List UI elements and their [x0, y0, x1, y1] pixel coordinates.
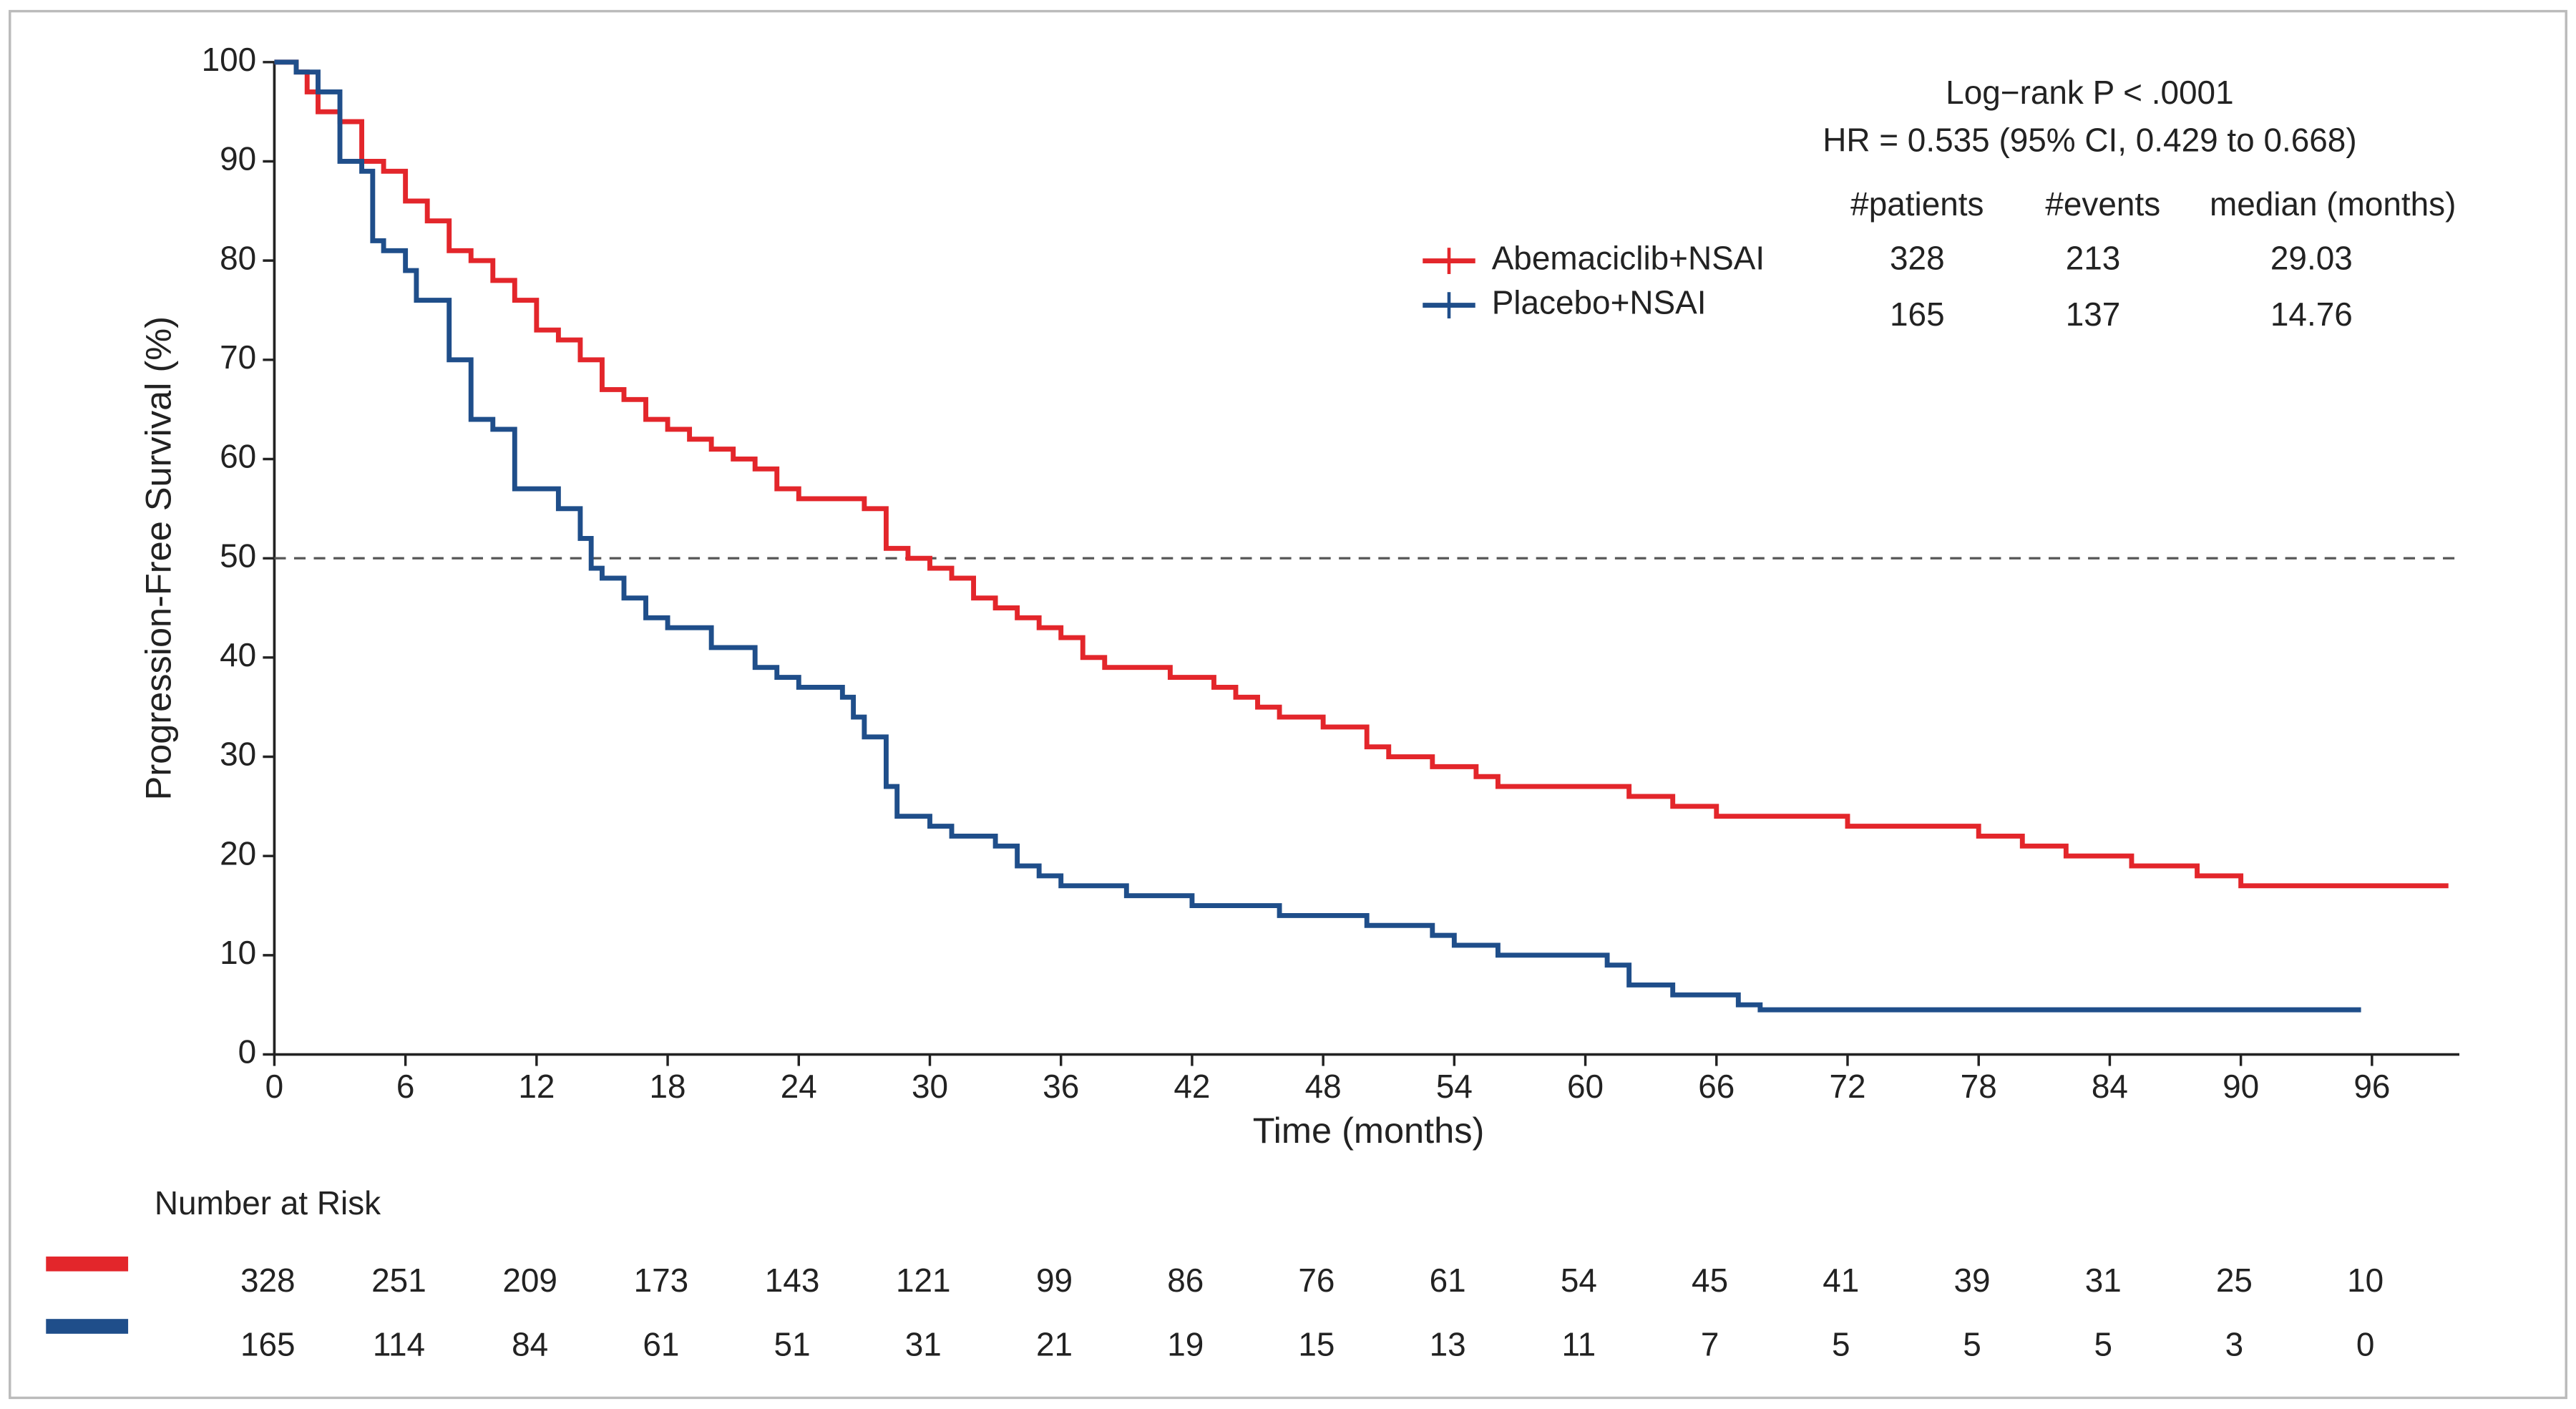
y-tick-label: 70: [220, 338, 256, 376]
risk-value: 61: [1430, 1262, 1466, 1299]
y-axis-label: Progression-Free Survival (%): [137, 316, 178, 800]
risk-value: 61: [643, 1325, 679, 1362]
risk-value: 41: [1823, 1262, 1859, 1299]
y-tick-label: 30: [220, 736, 256, 773]
y-tick-label: 90: [220, 140, 256, 177]
survival-curve: [274, 59, 2449, 889]
legend-header: #patients: [1850, 185, 1984, 223]
y-tick-label: 50: [220, 537, 256, 574]
x-tick-label: 36: [1043, 1068, 1079, 1105]
legend-label: Abemaciclib+NSAI: [1492, 240, 1765, 277]
risk-value: 25: [2216, 1262, 2253, 1299]
risk-value: 11: [1562, 1325, 1596, 1362]
risk-value: 7: [1701, 1325, 1719, 1362]
risk-value: 84: [512, 1325, 548, 1362]
risk-value: 31: [2085, 1262, 2122, 1299]
risk-value: 143: [765, 1262, 820, 1299]
risk-value: 5: [1963, 1325, 1981, 1362]
x-tick-label: 24: [781, 1068, 817, 1105]
risk-value: 10: [2347, 1262, 2384, 1299]
risk-value: 114: [373, 1325, 425, 1362]
legend-value: 328: [1890, 240, 1945, 277]
legend-value: 29.03: [2270, 240, 2353, 277]
risk-swatch: [46, 1319, 129, 1334]
y-tick-label: 100: [202, 41, 257, 78]
risk-value: 3: [2225, 1325, 2244, 1362]
x-tick-label: 96: [2353, 1068, 2390, 1105]
x-tick-label: 12: [518, 1068, 555, 1105]
y-tick-label: 20: [220, 834, 256, 872]
risk-value: 165: [240, 1325, 296, 1362]
annotation: Log−rank P < .0001: [1946, 74, 2233, 111]
risk-value: 39: [1953, 1262, 1990, 1299]
risk-value: 0: [2356, 1325, 2375, 1362]
risk-value: 13: [1430, 1325, 1466, 1362]
x-tick-label: 54: [1436, 1068, 1473, 1105]
x-tick-label: 60: [1567, 1068, 1604, 1105]
x-tick-label: 42: [1174, 1068, 1210, 1105]
risk-value: 21: [1036, 1325, 1073, 1362]
risk-value: 5: [1832, 1325, 1850, 1362]
risk-value: 99: [1036, 1262, 1073, 1299]
x-tick-label: 6: [396, 1068, 415, 1105]
x-tick-label: 78: [1961, 1068, 1997, 1105]
x-tick-label: 84: [2092, 1068, 2128, 1105]
risk-value: 15: [1298, 1325, 1335, 1362]
frame: [9, 9, 2567, 1400]
survival-curve: [274, 59, 2361, 1013]
risk-swatch: [46, 1256, 129, 1272]
x-tick-label: 72: [1829, 1068, 1865, 1105]
y-tick-label: 80: [220, 239, 256, 276]
risk-value: 76: [1298, 1262, 1335, 1299]
y-tick-label: 40: [220, 636, 256, 673]
risk-value: 86: [1167, 1262, 1204, 1299]
risk-value: 251: [371, 1262, 426, 1299]
risk-value: 5: [2094, 1325, 2112, 1362]
legend-label: Placebo+NSAI: [1492, 284, 1707, 321]
risk-value: 328: [240, 1262, 296, 1299]
legend-value: 137: [2066, 296, 2121, 333]
x-axis-label: Time (months): [1253, 1110, 1485, 1151]
risk-value: 31: [905, 1325, 942, 1362]
annotation: HR = 0.535 (95% CI, 0.429 to 0.668): [1823, 121, 2356, 158]
risk-value: 45: [1692, 1262, 1728, 1299]
x-tick-label: 30: [912, 1068, 948, 1105]
risk-value: 51: [774, 1325, 811, 1362]
x-tick-label: 90: [2223, 1068, 2259, 1105]
x-tick-label: 66: [1698, 1068, 1735, 1105]
x-tick-label: 18: [650, 1068, 686, 1105]
x-tick-label: 48: [1305, 1068, 1342, 1105]
risk-value: 209: [502, 1262, 557, 1299]
legend-header: #events: [2045, 185, 2160, 223]
legend-value: 213: [2066, 240, 2121, 277]
y-tick-label: 60: [220, 438, 256, 475]
legend-value: 14.76: [2270, 296, 2353, 333]
legend-header: median (months): [2210, 185, 2456, 223]
x-tick-label: 0: [265, 1068, 284, 1105]
risk-value: 173: [634, 1262, 689, 1299]
risk-value: 121: [896, 1262, 951, 1299]
risk-value: 19: [1167, 1325, 1204, 1362]
legend-value: 165: [1890, 296, 1945, 333]
y-tick-label: 10: [220, 934, 256, 971]
y-tick-label: 0: [238, 1033, 257, 1071]
risk-value: 54: [1561, 1262, 1597, 1299]
risk-table-title: Number at Risk: [155, 1184, 381, 1222]
